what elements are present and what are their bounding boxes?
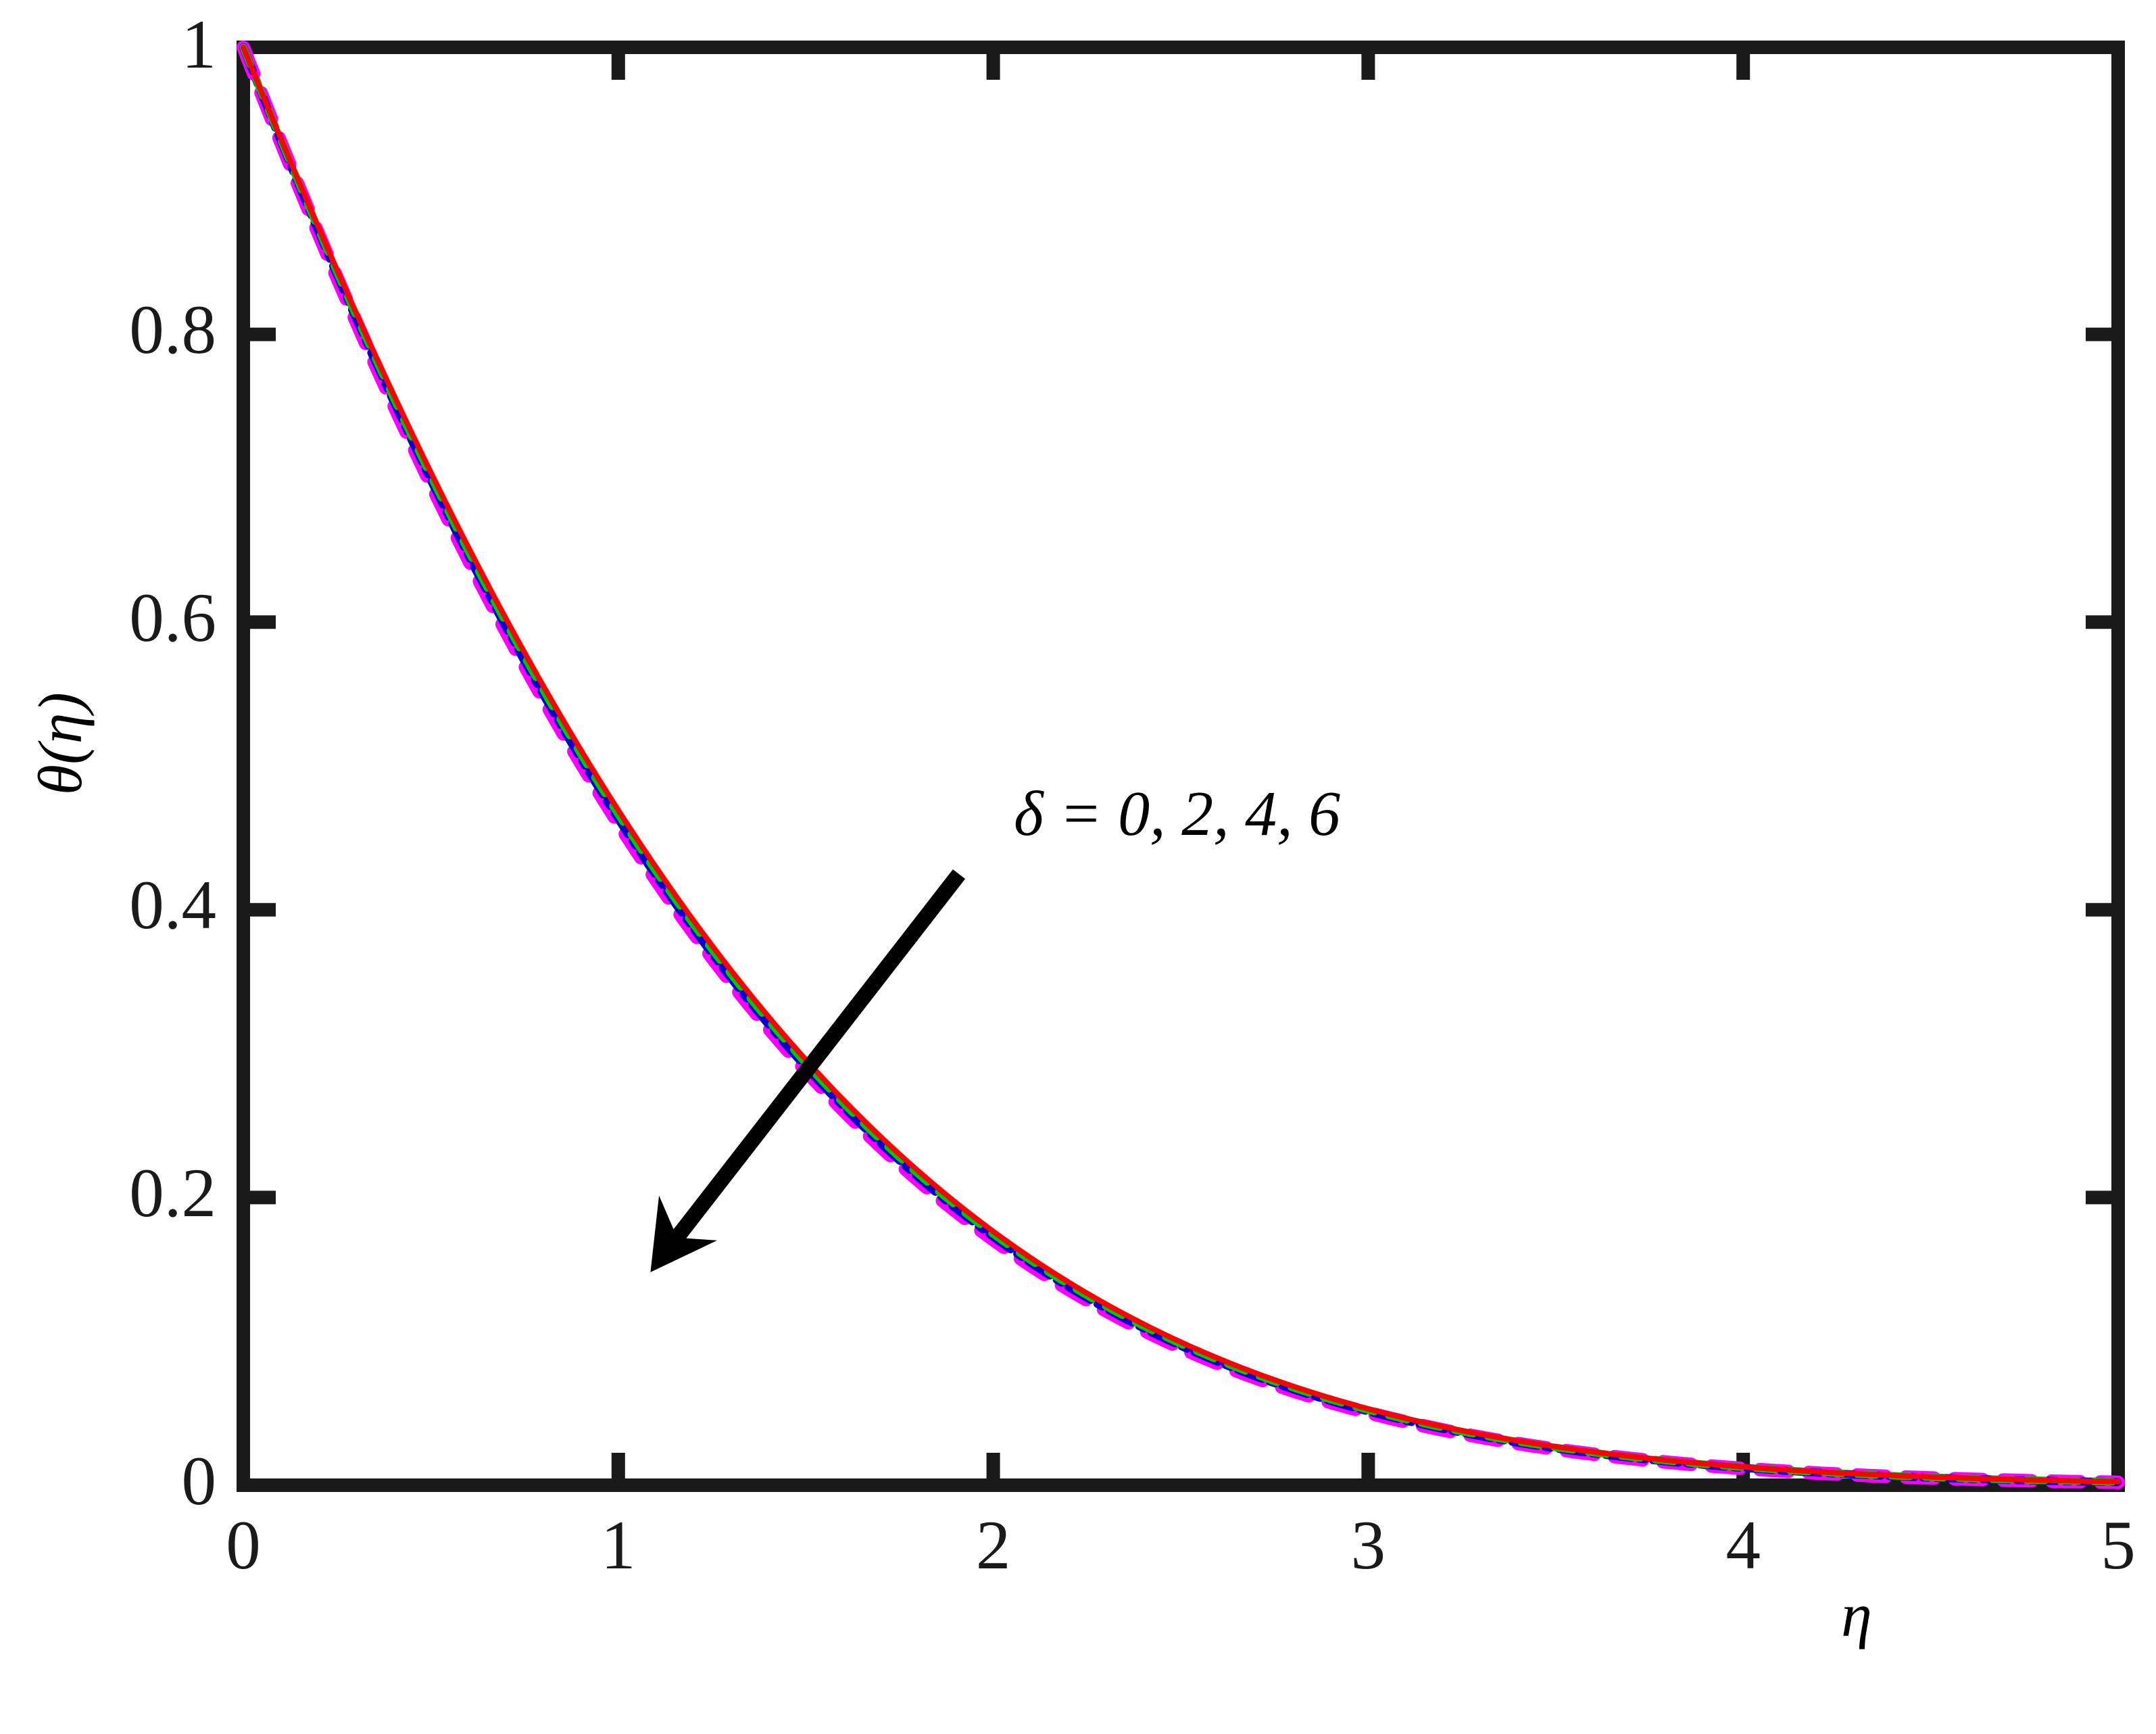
svg-text:0.6: 0.6 xyxy=(129,579,216,656)
svg-text:3: 3 xyxy=(1351,1507,1386,1584)
svg-text:0.2: 0.2 xyxy=(129,1155,216,1232)
svg-text:1: 1 xyxy=(601,1507,636,1584)
svg-text:4: 4 xyxy=(1725,1507,1761,1584)
svg-text:0.4: 0.4 xyxy=(129,867,216,944)
svg-text:0.8: 0.8 xyxy=(129,291,216,368)
svg-text:1: 1 xyxy=(182,6,217,83)
svg-text:θ(η): θ(η) xyxy=(26,692,95,795)
svg-text:5: 5 xyxy=(2101,1507,2136,1584)
svg-text:2: 2 xyxy=(976,1507,1011,1584)
svg-text:η: η xyxy=(1841,1581,1872,1649)
svg-text:0: 0 xyxy=(226,1507,261,1584)
svg-text:δ = 0, 2, 4, 6: δ = 0, 2, 4, 6 xyxy=(1014,779,1340,849)
svg-text:0: 0 xyxy=(182,1443,217,1520)
